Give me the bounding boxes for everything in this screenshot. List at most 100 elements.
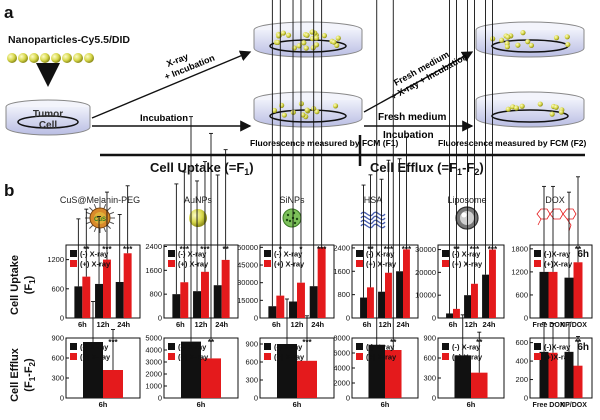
bar-control xyxy=(193,291,201,318)
nanoparticle-dot xyxy=(499,37,505,43)
legend-label: (-) X-ray xyxy=(80,250,109,259)
legend-label: (-) X-ray xyxy=(452,250,481,259)
significance-marker: * xyxy=(299,245,303,254)
bar-control xyxy=(277,344,297,398)
significance-marker: *** xyxy=(108,338,118,347)
panel-a: a Nanoparticles-Cy5.5/DID Tumor Cell X-r… xyxy=(4,3,586,177)
chart-frame xyxy=(529,244,593,319)
bar-xray xyxy=(471,372,488,398)
significance-marker: *** xyxy=(102,245,112,254)
material-title: SiNPs xyxy=(279,195,305,205)
legend-label: (+)X-ray xyxy=(544,260,573,269)
nanoparticle-dot xyxy=(558,109,565,115)
nanoparticle-dot xyxy=(281,112,287,118)
y-tick-label: 10000 xyxy=(415,291,436,300)
y-tick-label: 8000 xyxy=(333,334,350,343)
y-tick-label: 2000 xyxy=(145,370,162,379)
bar-xray xyxy=(548,352,558,398)
legend-label: (-)X-ray xyxy=(544,343,571,352)
legend-label: (+) X-ray xyxy=(80,353,111,362)
y-tick-label: 2400 xyxy=(145,242,162,251)
nanoparticle-dot xyxy=(537,101,543,107)
bar-control xyxy=(368,344,385,398)
bar-xray xyxy=(471,283,478,318)
x-tick-label: NP/DOX xyxy=(560,402,587,409)
panel-a-label: a xyxy=(4,3,14,22)
dox-icon xyxy=(536,208,577,232)
dish-incubation xyxy=(253,91,363,128)
y-tick-label: 1200 xyxy=(511,267,528,276)
legend-label: (+) X-ray xyxy=(452,353,483,362)
legend-label: (+) X-ray xyxy=(274,353,305,362)
bar-xray xyxy=(297,360,317,398)
bar-xray xyxy=(453,308,460,318)
xray-arrow xyxy=(91,50,252,119)
x-tick-label: 6h xyxy=(78,320,87,329)
bar-xray xyxy=(489,249,496,318)
dish-incubation-nanoparticles xyxy=(271,101,339,120)
legend-label: (+)X-ray xyxy=(544,353,573,362)
y-tick-label: 600 xyxy=(423,354,436,363)
aunp-icon xyxy=(189,209,207,227)
y-tick-label: 600 xyxy=(515,338,528,347)
y-tick-label: 0 xyxy=(60,314,64,323)
significance-marker: ** xyxy=(208,338,215,347)
nanoparticle-dot xyxy=(304,32,310,38)
y-tick-label: 0 xyxy=(158,314,162,323)
nanoparticle-dot xyxy=(29,53,39,63)
chart-panel: 0 600 1200 1800 Free DOX ** NP/DOX (-)X-ray(+)X… xyxy=(511,176,593,329)
y-tick-label: 0 xyxy=(524,314,528,323)
nanoparticle-dot xyxy=(84,53,94,63)
legend-label: (+) X-ray xyxy=(80,260,111,269)
fresh-xray-arrow xyxy=(363,51,474,113)
bar-xray xyxy=(103,259,111,318)
y-tick-label: 900 xyxy=(423,334,436,343)
y-tick-label: 0 xyxy=(60,394,64,403)
nanoparticle-dot xyxy=(276,32,282,39)
nanoparticle-dot xyxy=(520,30,526,36)
x-tick-label: 24h xyxy=(483,320,496,329)
x-tick-label: 24h xyxy=(215,320,228,329)
fresh2-line1: Fresh medium xyxy=(378,112,446,123)
x-tick-label: 12h xyxy=(195,320,208,329)
significance-marker: *** xyxy=(302,338,312,347)
nanoparticle-dot xyxy=(285,32,292,38)
fcm-f1-label: Fluorescence measured by FCM (F1) xyxy=(250,138,398,148)
nanoparticle-dot xyxy=(513,105,520,111)
bar-xray xyxy=(276,295,285,318)
significance-marker: ** xyxy=(575,338,582,347)
dox-time-label: 6h xyxy=(577,342,589,353)
bar-control xyxy=(454,355,471,398)
chart-panel: 0 15000 30000 45000 60000 * 6h * 12h *** 24h (-) X-… xyxy=(237,0,335,329)
y-tick-label: 60000 xyxy=(237,243,258,252)
legend-label: (-) X-ray xyxy=(274,250,303,259)
legend-swatch-xray xyxy=(70,260,77,267)
legend-label: (-) X-ray xyxy=(366,250,395,259)
significance-marker: *** xyxy=(180,245,190,254)
nanoparticle-dot xyxy=(271,107,278,114)
y-tick-label: 0 xyxy=(254,314,258,323)
x-tick-label: 12h xyxy=(97,320,110,329)
x-tick-label: 6h xyxy=(99,400,108,409)
row2-ylabel: Cell Efflux xyxy=(9,347,21,402)
nanoparticle-dot xyxy=(515,42,521,48)
legend-swatch-xray xyxy=(356,353,363,360)
nanoparticle-dot xyxy=(313,42,320,48)
nanoparticle-dot xyxy=(279,102,285,108)
y-tick-label: 4000 xyxy=(333,364,350,373)
bar-control xyxy=(539,351,549,398)
bar-xray xyxy=(573,262,583,318)
legend-label: (+) X-ray xyxy=(366,260,397,269)
dish-fresh-xray-nanoparticles xyxy=(490,30,571,50)
legend-swatch-xray xyxy=(264,353,271,360)
y-tick-label: 800 xyxy=(337,290,350,299)
nanoparticle-dot xyxy=(300,112,306,118)
bar-control xyxy=(83,342,103,398)
legend-label: (+) X-ray xyxy=(452,260,483,269)
legend-label: (-) X-ray xyxy=(452,343,481,352)
legend-swatch-control xyxy=(70,343,77,350)
legend-swatch-xray xyxy=(534,260,541,267)
dish-fresh-incubation-nanoparticles xyxy=(505,101,565,117)
nanoparticle-dot xyxy=(73,53,83,63)
legend-label: (+) X-ray xyxy=(178,260,209,269)
